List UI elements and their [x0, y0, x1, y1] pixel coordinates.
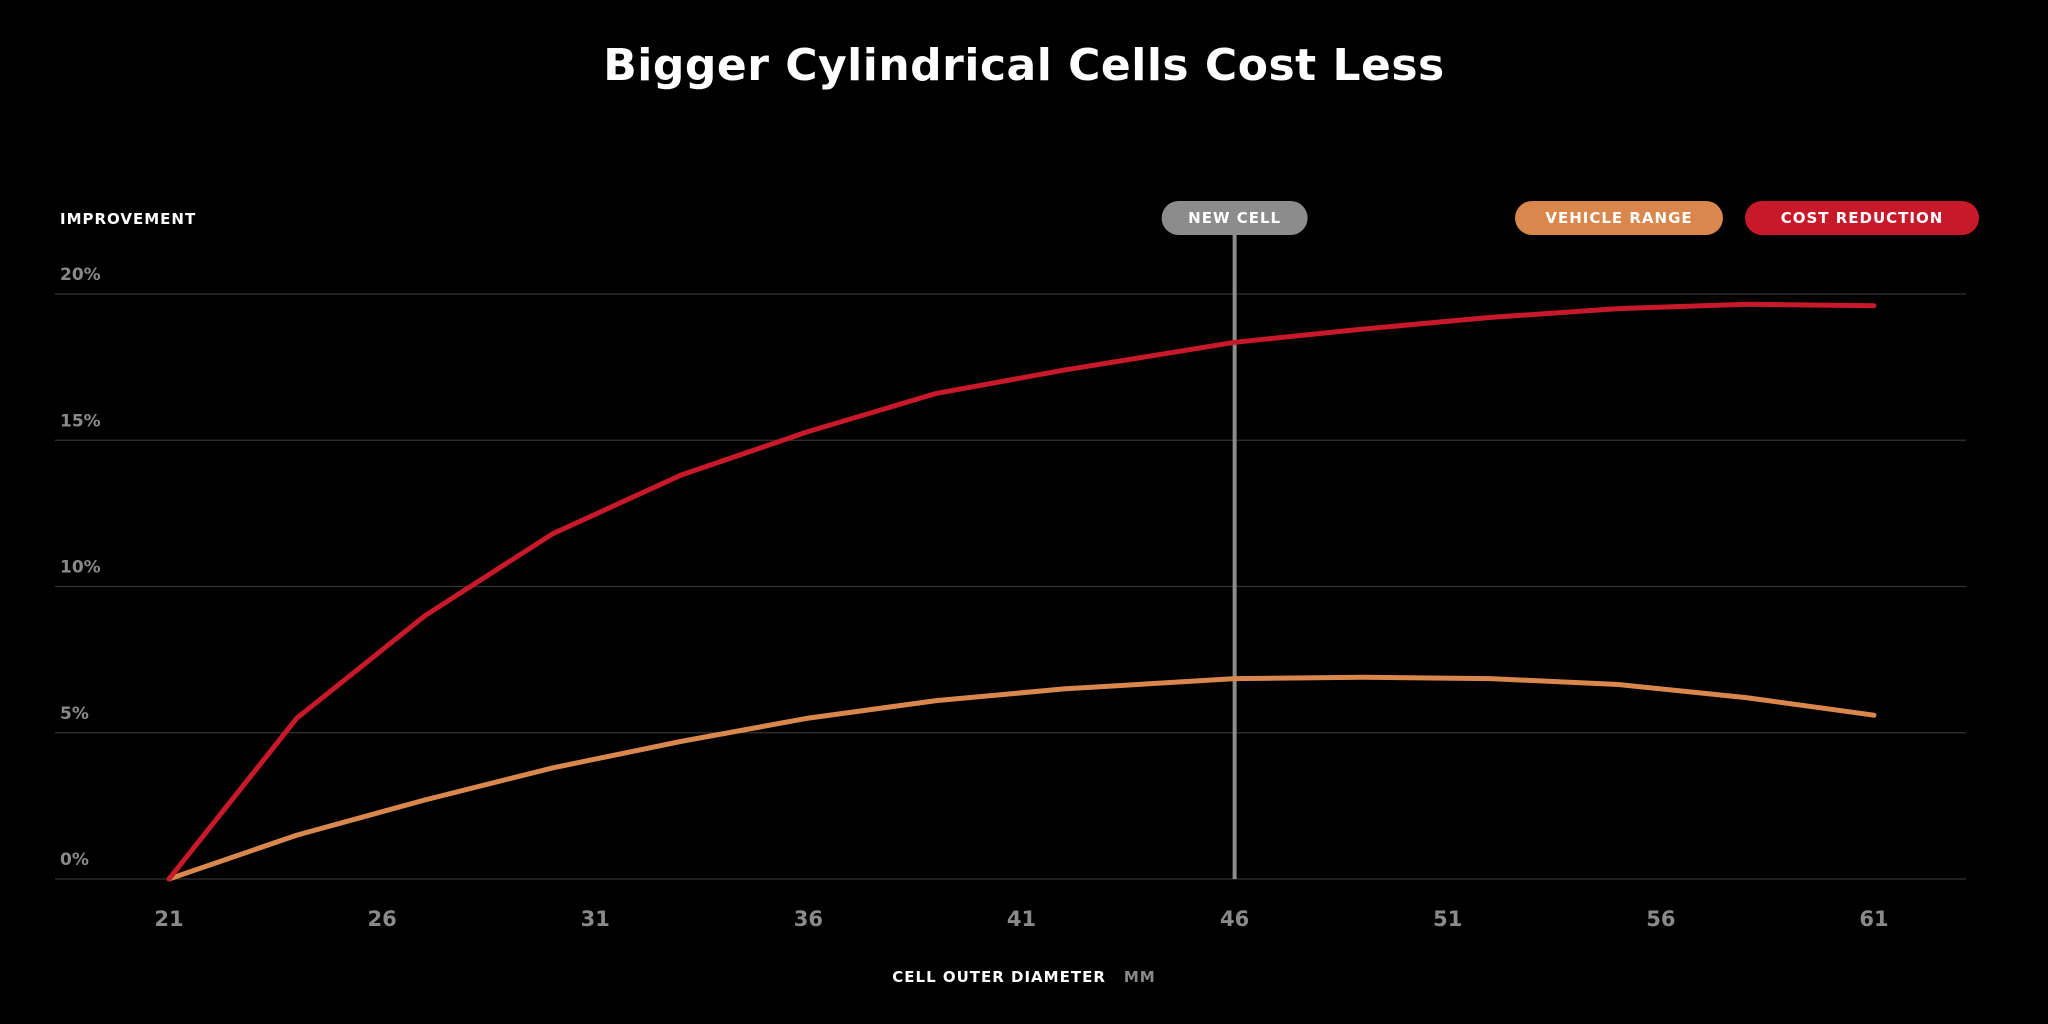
x-tick-label: 31 [581, 907, 610, 931]
chart-title: Bigger Cylindrical Cells Cost Less [603, 40, 1445, 91]
y-tick-label: 5% [60, 704, 89, 724]
y-tick-label: 10% [60, 558, 101, 578]
new-cell-marker: NEW CELL [1161, 201, 1308, 879]
legend-pill [1515, 201, 1723, 235]
y-tick-label: 0% [60, 850, 89, 870]
x-tick-label: 26 [368, 907, 397, 931]
y-tick-label: 20% [60, 265, 101, 285]
legend-pill [1745, 201, 1979, 235]
new-cell-label: NEW CELL [1188, 209, 1281, 227]
y-axis-title: IMPROVEMENT [60, 210, 196, 228]
new-cell-pill [1161, 201, 1308, 235]
gridlines [55, 293, 1966, 880]
legend-label: VEHICLE RANGE [1545, 209, 1692, 227]
x-axis-unit: MM [1124, 968, 1156, 986]
x-axis-title: CELL OUTER DIAMETER [892, 968, 1106, 986]
series-lines [166, 301, 1877, 882]
y-tick-label: 15% [60, 411, 101, 431]
legend: VEHICLE RANGE COST REDUCTION [1515, 201, 1979, 235]
x-tick-label: 21 [154, 907, 183, 931]
x-tick-label: 36 [794, 907, 823, 931]
x-tick-label: 41 [1007, 907, 1036, 931]
series-line [166, 301, 1877, 882]
legend-label: COST REDUCTION [1781, 209, 1944, 227]
x-axis-ticks: 21 26 31 36 41 46 51 56 61 [154, 907, 1888, 931]
x-tick-label: 61 [1859, 907, 1888, 931]
x-tick-label: 56 [1646, 907, 1675, 931]
series-line [166, 674, 1877, 882]
x-tick-label: 46 [1220, 907, 1249, 931]
y-axis-ticks: 0% 5% 10% 15% 20% [60, 265, 101, 870]
x-tick-label: 51 [1433, 907, 1462, 931]
